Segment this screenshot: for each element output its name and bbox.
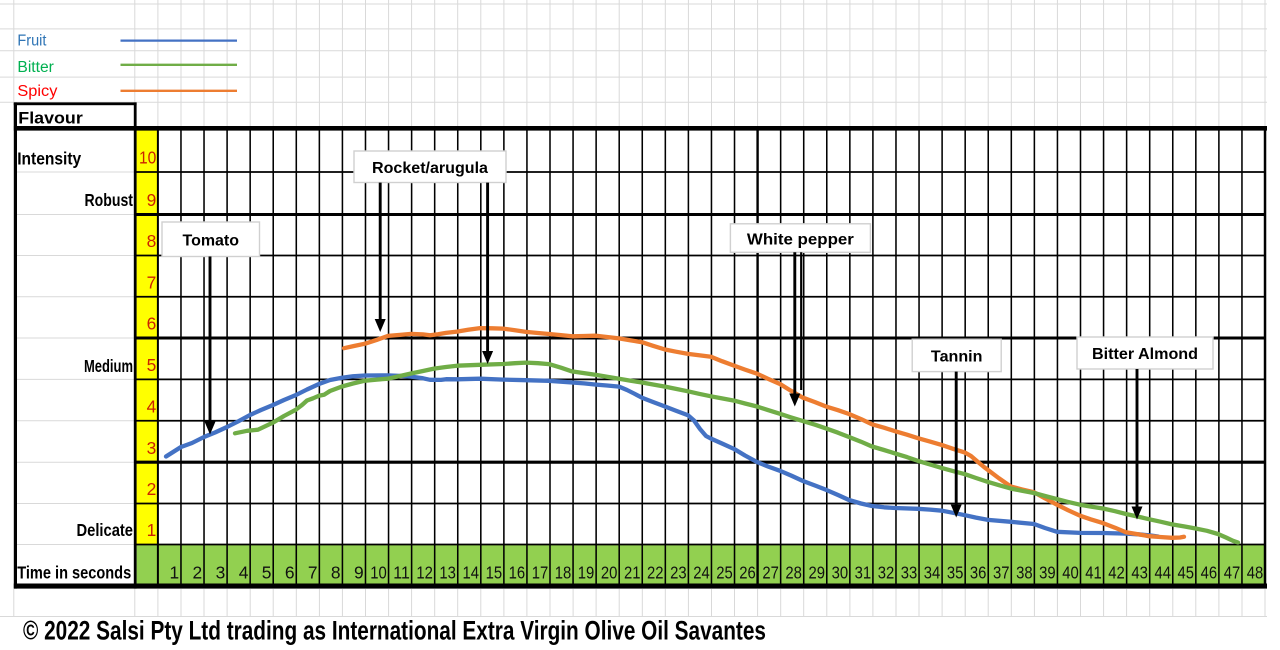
- svg-text:Medium: Medium: [84, 356, 133, 376]
- svg-text:7: 7: [147, 273, 157, 293]
- svg-text:9: 9: [354, 562, 364, 582]
- svg-text:4: 4: [147, 397, 157, 417]
- svg-text:27: 27: [762, 562, 779, 582]
- svg-text:28: 28: [785, 562, 802, 582]
- svg-text:26: 26: [739, 562, 756, 582]
- svg-text:31: 31: [855, 562, 872, 582]
- svg-text:32: 32: [878, 562, 895, 582]
- svg-text:Bitter: Bitter: [17, 59, 53, 76]
- svg-text:Bitter Almond: Bitter Almond: [1092, 346, 1198, 363]
- svg-text:© 2022 Salsi Pty Ltd trading a: © 2022 Salsi Pty Ltd trading as Internat…: [23, 616, 766, 646]
- svg-text:24: 24: [693, 562, 710, 582]
- svg-text:5: 5: [147, 355, 157, 375]
- svg-text:12: 12: [416, 562, 433, 582]
- svg-text:25: 25: [716, 562, 733, 582]
- svg-text:Time in seconds: Time in seconds: [17, 563, 131, 583]
- svg-text:47: 47: [1224, 562, 1241, 582]
- svg-text:2: 2: [193, 562, 203, 582]
- svg-text:48: 48: [1247, 562, 1264, 582]
- svg-text:21: 21: [624, 562, 641, 582]
- svg-text:Rocket/arugula: Rocket/arugula: [372, 160, 488, 177]
- svg-text:20: 20: [601, 562, 618, 582]
- svg-text:5: 5: [262, 562, 272, 582]
- svg-text:46: 46: [1201, 562, 1218, 582]
- svg-text:3: 3: [147, 438, 157, 458]
- svg-text:33: 33: [901, 562, 918, 582]
- svg-text:14: 14: [463, 562, 480, 582]
- svg-text:37: 37: [993, 562, 1010, 582]
- svg-text:29: 29: [809, 562, 826, 582]
- svg-text:15: 15: [486, 562, 503, 582]
- svg-text:Delicate: Delicate: [77, 520, 134, 540]
- svg-text:34: 34: [924, 562, 941, 582]
- svg-text:40: 40: [1062, 562, 1079, 582]
- svg-text:9: 9: [147, 190, 157, 210]
- svg-text:17: 17: [532, 562, 549, 582]
- svg-text:8: 8: [147, 231, 157, 251]
- svg-text:36: 36: [970, 562, 987, 582]
- svg-text:Intensity: Intensity: [17, 149, 81, 169]
- svg-text:11: 11: [393, 562, 410, 582]
- svg-text:35: 35: [947, 562, 964, 582]
- svg-text:39: 39: [1039, 562, 1056, 582]
- svg-text:45: 45: [1178, 562, 1195, 582]
- svg-text:13: 13: [439, 562, 456, 582]
- svg-text:16: 16: [509, 562, 526, 582]
- svg-text:Robust: Robust: [85, 190, 134, 210]
- svg-text:18: 18: [555, 562, 572, 582]
- svg-text:10: 10: [370, 562, 387, 582]
- svg-text:23: 23: [670, 562, 687, 582]
- svg-text:43: 43: [1131, 562, 1148, 582]
- svg-text:7: 7: [308, 562, 318, 582]
- svg-text:Tannin: Tannin: [931, 349, 983, 366]
- svg-text:Flavour: Flavour: [18, 109, 83, 128]
- svg-text:Spicy: Spicy: [17, 83, 57, 100]
- svg-text:6: 6: [285, 562, 295, 582]
- svg-text:10: 10: [139, 148, 156, 168]
- svg-text:Tomato: Tomato: [183, 232, 240, 249]
- svg-text:White pepper: White pepper: [747, 231, 854, 248]
- svg-text:22: 22: [647, 562, 664, 582]
- svg-text:19: 19: [578, 562, 595, 582]
- svg-text:3: 3: [216, 562, 226, 582]
- svg-text:Fruit: Fruit: [17, 33, 47, 50]
- svg-text:4: 4: [239, 562, 249, 582]
- svg-text:30: 30: [832, 562, 849, 582]
- svg-text:8: 8: [331, 562, 341, 582]
- svg-text:1: 1: [147, 520, 157, 540]
- svg-text:41: 41: [1085, 562, 1102, 582]
- svg-text:38: 38: [1016, 562, 1033, 582]
- svg-text:44: 44: [1155, 562, 1172, 582]
- svg-text:2: 2: [147, 479, 157, 499]
- svg-text:6: 6: [147, 314, 157, 334]
- svg-text:42: 42: [1108, 562, 1125, 582]
- svg-text:1: 1: [170, 562, 180, 582]
